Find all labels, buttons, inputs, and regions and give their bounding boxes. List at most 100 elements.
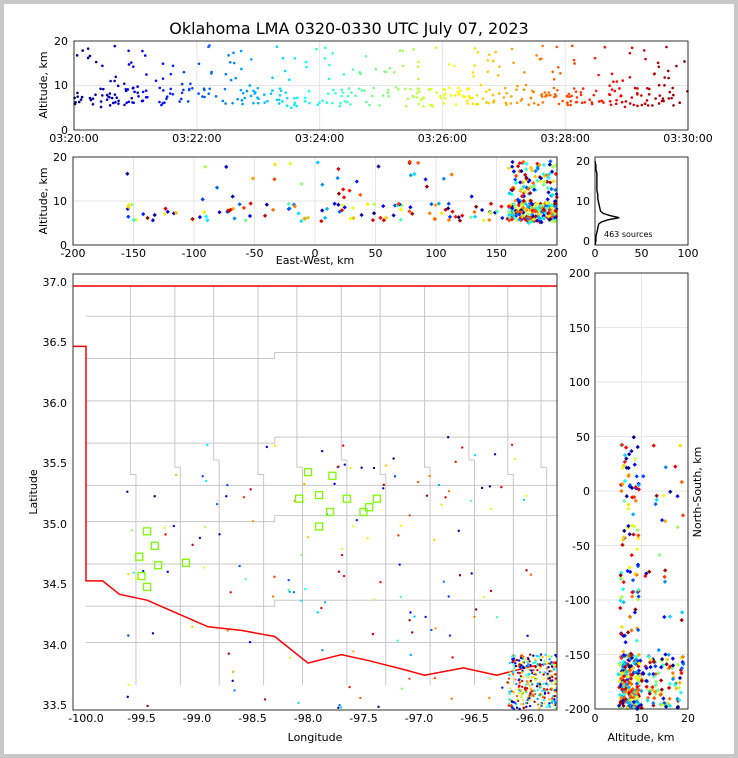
source-point: [619, 489, 624, 494]
source-point: [545, 705, 548, 709]
source-point: [132, 571, 135, 574]
source-point: [667, 696, 672, 701]
source-point: [523, 189, 528, 194]
source-point: [536, 697, 539, 701]
source-point: [508, 673, 511, 677]
source-point: [592, 93, 596, 97]
source-point: [227, 652, 231, 655]
source-point: [500, 485, 503, 489]
source-point: [541, 693, 544, 697]
source-point: [628, 569, 633, 574]
source-point: [206, 443, 209, 447]
source-point: [384, 70, 388, 74]
source-point: [76, 91, 79, 95]
source-point: [634, 681, 639, 686]
source-point: [533, 658, 537, 661]
source-point: [540, 95, 544, 98]
source-point: [639, 678, 644, 683]
source-point: [263, 93, 266, 96]
source-point: [277, 98, 281, 102]
source-point: [272, 177, 277, 182]
county-line: [540, 286, 548, 685]
source-point: [187, 88, 191, 92]
source-point: [507, 215, 512, 220]
source-point: [396, 201, 401, 207]
source-point: [466, 88, 469, 91]
source-point: [376, 164, 381, 169]
source-point: [654, 497, 659, 502]
county-line: [174, 286, 181, 685]
source-point: [626, 685, 631, 690]
source-point: [482, 595, 485, 599]
source-point: [515, 694, 519, 698]
source-point: [664, 662, 669, 667]
source-point: [640, 94, 643, 97]
source-point: [126, 214, 131, 219]
source-point: [666, 652, 671, 657]
source-point: [629, 628, 634, 633]
source-point: [437, 483, 441, 487]
longitude-tick-label: -99.5: [127, 712, 155, 725]
source-point: [552, 201, 557, 206]
source-point: [624, 494, 629, 499]
source-point: [145, 73, 148, 76]
source-point: [249, 94, 253, 98]
source-point: [633, 675, 639, 680]
source-point: [161, 62, 165, 65]
source-point: [81, 49, 85, 52]
source-point: [671, 86, 674, 90]
source-point: [529, 679, 532, 683]
source-point: [172, 524, 176, 528]
source-point: [161, 101, 165, 105]
source-point: [533, 202, 538, 207]
source-point: [521, 198, 526, 203]
source-point: [457, 529, 460, 533]
source-point: [532, 676, 536, 679]
source-point: [547, 665, 550, 669]
source-point: [323, 601, 327, 604]
source-point: [615, 80, 619, 83]
source-point: [667, 681, 673, 686]
histogram-xticks: 0 50 100: [592, 247, 699, 260]
source-point: [629, 448, 634, 454]
source-point: [630, 96, 634, 99]
source-point: [619, 695, 624, 701]
station-marker: [303, 467, 313, 477]
source-point: [666, 69, 670, 73]
source-point: [550, 701, 554, 704]
source-point: [537, 211, 542, 216]
source-point: [201, 95, 204, 98]
source-point: [449, 172, 454, 177]
source-point: [534, 218, 540, 223]
source-point: [233, 689, 236, 692]
source-point: [372, 202, 377, 207]
source-point: [656, 61, 660, 65]
source-point: [632, 694, 637, 700]
source-point: [529, 168, 535, 173]
source-point: [304, 60, 308, 64]
source-point: [505, 91, 508, 95]
source-point: [351, 525, 355, 528]
source-point: [533, 174, 538, 179]
source-point: [621, 79, 624, 82]
source-point: [590, 102, 594, 106]
source-point: [569, 99, 573, 103]
source-point: [581, 87, 585, 90]
map-panel: -100.0 -99.5 -99.0 -98.5 -98.0 -97.5 -97…: [27, 273, 558, 744]
source-point: [511, 671, 515, 674]
source-point: [670, 663, 676, 668]
source-point: [364, 54, 368, 58]
source-point: [530, 676, 534, 679]
source-point: [341, 91, 345, 94]
source-point: [516, 202, 521, 208]
source-point: [631, 512, 636, 517]
source-point: [486, 58, 490, 62]
source-point: [207, 92, 211, 95]
time-altitude-frame: [73, 40, 689, 131]
source-point: [236, 97, 239, 101]
ew-tick-label: -100: [182, 247, 207, 260]
time-altitude-panel: 03:20:00 03:22:00 03:24:00 03:26:00 03:2…: [37, 35, 713, 145]
source-point: [327, 77, 331, 81]
source-point: [263, 101, 266, 104]
source-point: [254, 91, 257, 94]
